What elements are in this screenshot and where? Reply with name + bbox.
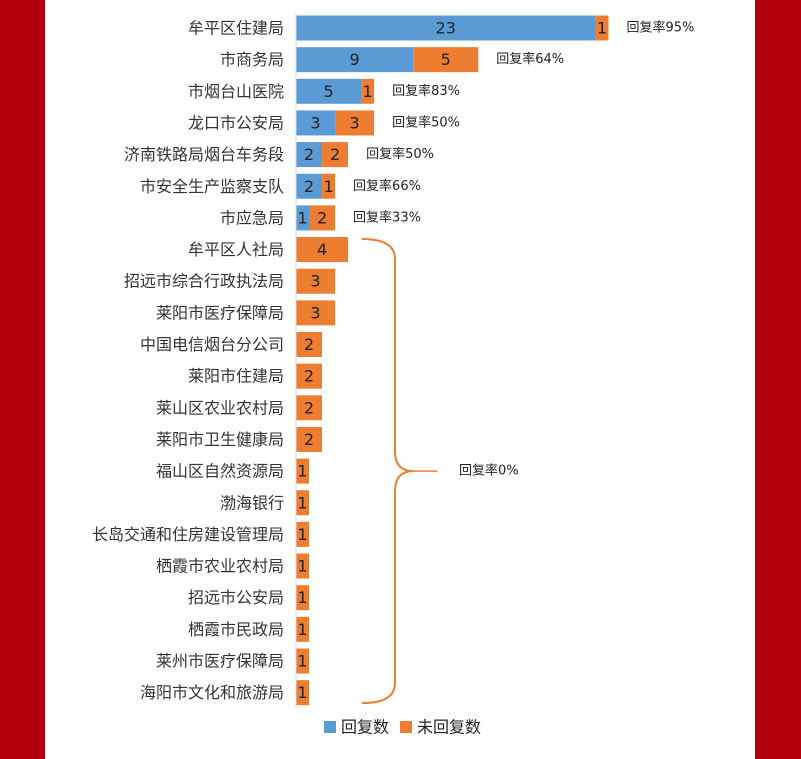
category-label: 济南铁路局烟台车务段 xyxy=(124,145,284,164)
bar-unreplied xyxy=(595,15,609,41)
category-label: 市安全生产监察支队 xyxy=(140,177,284,196)
group-rate-label: 回复率0% xyxy=(459,463,519,479)
category-label: 莱阳市住建局 xyxy=(188,367,284,386)
data-label-unreplied: 1 xyxy=(297,462,307,481)
data-label-unreplied: 1 xyxy=(297,588,307,607)
chart-panel: 牟平区住建局 23 1 回复率95% 市商务局 9 5 回复率64% 市烟台山医院 5 1 回复率83… xyxy=(45,0,755,759)
bar-unreplied xyxy=(296,268,336,294)
bar-unreplied xyxy=(296,300,336,326)
bar-unreplied xyxy=(296,616,310,642)
category-label: 福山区自然资源局 xyxy=(156,462,284,481)
bar-unreplied xyxy=(335,110,375,136)
rate-label: 回复率64% xyxy=(496,51,564,67)
category-label: 中国电信烟台分公司 xyxy=(140,335,284,354)
bar-unreplied xyxy=(322,173,336,199)
data-label-unreplied: 1 xyxy=(297,493,307,512)
category-label: 市烟台山医院 xyxy=(188,82,284,101)
category-label: 招远市公安局 xyxy=(188,588,284,607)
data-label-unreplied: 1 xyxy=(597,19,607,38)
category-label: 栖霞市民政局 xyxy=(188,620,284,639)
data-label-replied: 23 xyxy=(436,19,456,38)
category-label: 莱阳市医疗保障局 xyxy=(156,303,284,322)
category-label: 龙口市公安局 xyxy=(188,113,284,132)
data-label-replied: 3 xyxy=(310,113,320,132)
bar-unreplied xyxy=(309,205,336,231)
bar-replied xyxy=(296,142,323,168)
data-label-unreplied: 3 xyxy=(349,113,359,132)
category-label: 招远市综合行政执法局 xyxy=(124,272,284,291)
bar-unreplied xyxy=(322,142,349,168)
data-label-unreplied: 3 xyxy=(310,303,320,322)
bar-replied xyxy=(296,110,336,136)
category-label: 莱州市医疗保障局 xyxy=(156,652,284,671)
bar-unreplied xyxy=(296,648,310,674)
data-label-unreplied: 2 xyxy=(330,145,340,164)
legend-label-replied: 回复数 xyxy=(341,718,389,737)
bar-unreplied xyxy=(296,332,323,357)
data-label-unreplied: 2 xyxy=(304,335,314,354)
bar-replied xyxy=(296,173,323,199)
data-label-replied: 1 xyxy=(297,208,307,227)
stacked-bar-chart: 牟平区住建局 23 1 回复率95%市商务局 9 5 回复率64%市烟台山医院 5 1 回复率83… xyxy=(92,12,694,737)
rate-label: 回复率66% xyxy=(353,178,421,194)
bar-unreplied xyxy=(296,458,310,484)
bar-replied xyxy=(296,205,310,231)
bar-unreplied xyxy=(296,553,310,579)
data-label-unreplied: 1 xyxy=(297,652,307,671)
category-label: 市应急局 xyxy=(220,208,284,227)
category-label: 栖霞市农业农村局 xyxy=(156,557,284,576)
data-label-replied: 2 xyxy=(304,177,314,196)
data-label-unreplied: 5 xyxy=(441,50,451,69)
bar-unreplied xyxy=(296,680,310,706)
bar-unreplied xyxy=(296,237,349,263)
data-label-unreplied: 1 xyxy=(297,620,307,639)
bar-unreplied xyxy=(296,426,323,452)
legend-swatch-unreplied xyxy=(400,721,412,733)
category-label: 海阳市文化和旅游局 xyxy=(140,683,284,702)
data-label-replied: 5 xyxy=(323,82,333,101)
data-label-unreplied: 1 xyxy=(363,82,373,101)
data-label-unreplied: 2 xyxy=(304,430,314,449)
category-label: 长岛交通和住房建设管理局 xyxy=(92,525,284,544)
rate-label: 回复率95% xyxy=(626,20,694,36)
data-label-unreplied: 4 xyxy=(317,240,327,259)
rate-label: 回复率33% xyxy=(353,209,421,225)
data-label-unreplied: 1 xyxy=(323,177,333,196)
bar-unreplied xyxy=(296,585,310,611)
category-label: 牟平区人社局 xyxy=(188,240,284,259)
bar-replied xyxy=(296,15,596,41)
category-label: 牟平区住建局 xyxy=(188,19,284,38)
category-label: 莱阳市卫生健康局 xyxy=(156,430,284,449)
legend-swatch-replied xyxy=(324,721,336,733)
bar-unreplied xyxy=(413,47,479,73)
rate-label: 回复率83% xyxy=(392,83,460,99)
bar-unreplied xyxy=(361,78,375,104)
data-label-unreplied: 2 xyxy=(317,208,327,227)
bar-unreplied xyxy=(296,521,310,547)
bar-unreplied xyxy=(296,490,310,516)
data-label-replied: 2 xyxy=(304,145,314,164)
brace-annotation xyxy=(361,238,414,705)
legend-label-unreplied: 未回复数 xyxy=(417,718,481,737)
data-label-unreplied: 1 xyxy=(297,683,307,702)
rate-label: 回复率50% xyxy=(392,114,460,130)
data-label-unreplied: 1 xyxy=(297,557,307,576)
data-label-unreplied: 2 xyxy=(304,398,314,417)
data-label-unreplied: 1 xyxy=(297,525,307,544)
bar-unreplied xyxy=(296,395,323,421)
bar-replied xyxy=(296,78,362,104)
data-label-unreplied: 3 xyxy=(310,272,320,291)
data-label-unreplied: 2 xyxy=(304,367,314,386)
category-label: 渤海银行 xyxy=(220,493,284,512)
category-label: 市商务局 xyxy=(220,50,284,69)
data-label-replied: 9 xyxy=(349,50,359,69)
rate-label: 回复率50% xyxy=(366,146,434,162)
category-label: 莱山区农业农村局 xyxy=(156,398,284,417)
bar-replied xyxy=(296,47,414,73)
bar-unreplied xyxy=(296,363,323,389)
